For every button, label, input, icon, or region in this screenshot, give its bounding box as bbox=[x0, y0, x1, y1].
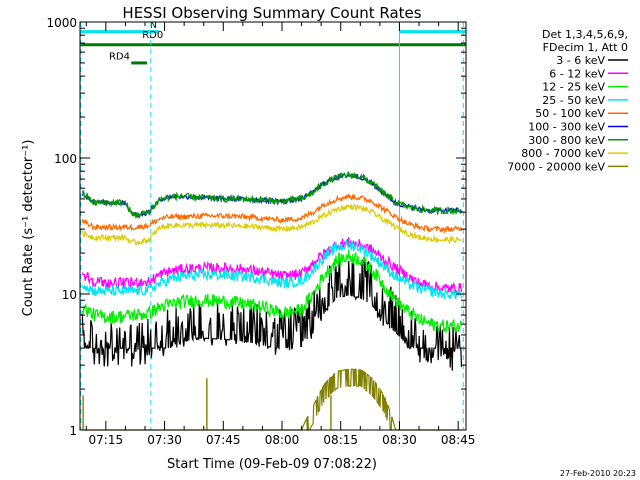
axis-layer: 07:15 07:30 07:45 08:00 08:15 08:30 08:45 1 10 10… bbox=[46, 16, 475, 447]
legend-label: 7000 - 20000 keV bbox=[507, 160, 605, 173]
series-3-6-kev bbox=[81, 258, 463, 371]
timestamp: 27-Feb-2010 20:23 bbox=[560, 469, 636, 478]
series-line-8 bbox=[82, 368, 462, 431]
y-tick-label: 1000 bbox=[46, 16, 77, 30]
series-25-50-kev bbox=[81, 238, 463, 301]
y-tick-label: 100 bbox=[54, 152, 77, 166]
plot-frame bbox=[79, 21, 467, 431]
legend-label: 25 - 50 keV bbox=[542, 94, 605, 107]
y-axis-label: Count Rate (s⁻¹ detector⁻¹) bbox=[21, 140, 36, 317]
x-tick-label: 08:30 bbox=[382, 433, 417, 447]
series-50-100-kev bbox=[81, 192, 463, 235]
legend-header: Det 1,3,4,5,6,9, bbox=[542, 28, 628, 41]
series-12-25-kev bbox=[81, 249, 463, 333]
series-800-7000-kev bbox=[81, 203, 462, 246]
annotation-n: N bbox=[150, 21, 157, 31]
legend-label: 100 - 300 keV bbox=[528, 121, 605, 134]
series-300-800-kev bbox=[81, 170, 462, 220]
series-line-1 bbox=[81, 237, 463, 296]
series-line-5 bbox=[81, 172, 463, 218]
x-tick-label: 08:45 bbox=[441, 433, 476, 447]
chart-title: HESSI Observing Summary Count Rates bbox=[122, 4, 421, 22]
legend-header: FDecim 1, Att 0 bbox=[543, 41, 628, 54]
series-line-0 bbox=[81, 258, 463, 371]
legend-label: 800 - 7000 keV bbox=[521, 147, 605, 160]
annotation-rd4: RD4 bbox=[109, 51, 130, 62]
y-tick-label: 1 bbox=[69, 424, 77, 438]
series-line-6 bbox=[81, 170, 462, 220]
annotation-rd0: RD0 bbox=[142, 30, 163, 41]
series-line-7 bbox=[81, 203, 462, 246]
series-line-4 bbox=[81, 192, 463, 235]
series-layer bbox=[81, 170, 463, 431]
x-tick-label: 07:30 bbox=[147, 433, 182, 447]
series-100-300-kev bbox=[81, 172, 463, 218]
x-axis-label: Start Time (09-Feb-09 07:08:22) bbox=[167, 457, 377, 472]
legend: Det 1,3,4,5,6,9,FDecim 1, Att 03 - 6 keV… bbox=[507, 28, 628, 173]
x-tick-label: 08:00 bbox=[265, 433, 300, 447]
series-line-2 bbox=[81, 249, 463, 333]
series-line-3 bbox=[81, 238, 463, 301]
series-7000-20000-kev bbox=[82, 368, 462, 431]
series-6-12-kev bbox=[81, 237, 463, 296]
legend-label: 3 - 6 keV bbox=[556, 54, 605, 67]
legend-label: 6 - 12 keV bbox=[549, 67, 605, 80]
legend-label: 50 - 100 keV bbox=[535, 107, 605, 120]
x-tick-label: 08:15 bbox=[323, 433, 358, 447]
x-tick-label: 07:15 bbox=[89, 433, 124, 447]
vertical-markers bbox=[80, 22, 464, 430]
x-tick-label: 07:45 bbox=[206, 433, 241, 447]
y-tick-label: 10 bbox=[62, 288, 77, 302]
legend-label: 300 - 800 keV bbox=[528, 134, 605, 147]
legend-label: 12 - 25 keV bbox=[542, 81, 605, 94]
